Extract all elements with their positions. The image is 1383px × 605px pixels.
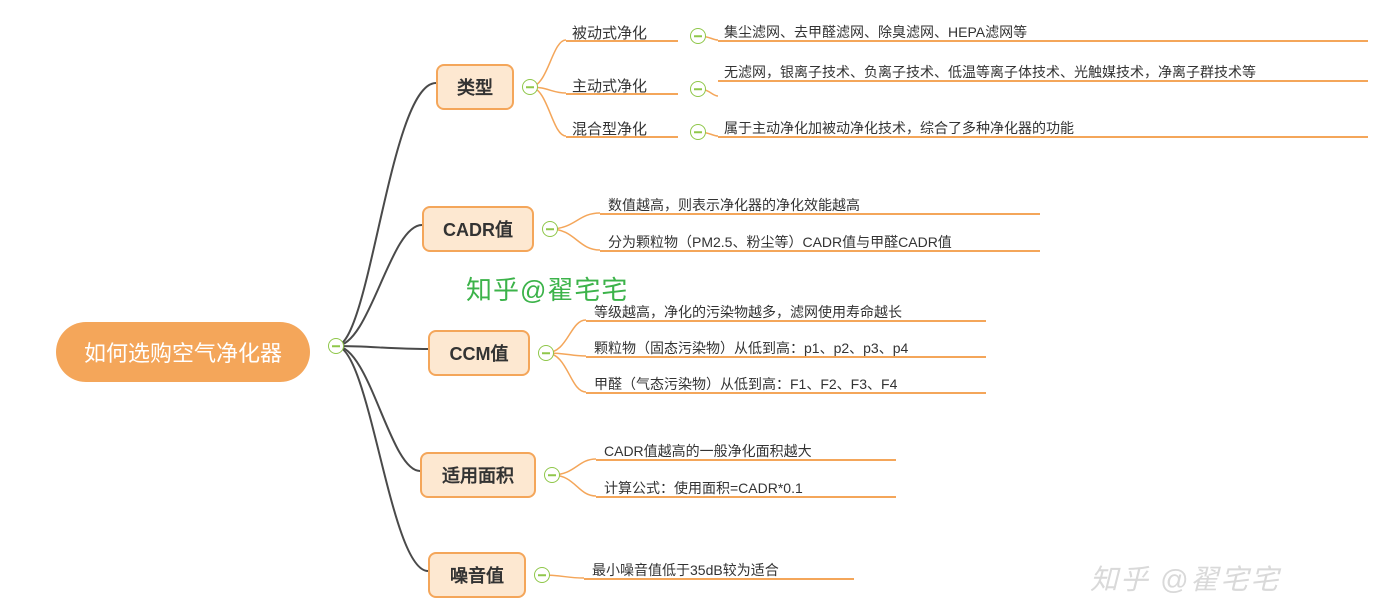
branch-cadr[interactable]: CADR值 [422,206,534,252]
underline [718,40,1368,42]
watermark-corner: 知乎 @翟宅宅 [1090,558,1280,598]
underline [566,40,678,42]
underline [566,93,678,95]
underline [566,136,678,138]
underline [718,136,1368,138]
root-node[interactable]: 如何选购空气净化器 [56,322,310,382]
toggle-passive[interactable] [690,28,706,44]
branch-area[interactable]: 适用面积 [420,452,536,498]
leaf-text: CADR值越高的一般净化面积越大 [604,441,812,461]
underline [596,459,896,461]
toggle-ccm[interactable] [538,345,554,361]
leaf-text: 颗粒物（固态污染物）从低到高：p1、p2、p3、p4 [594,338,908,358]
toggle-cadr[interactable] [542,221,558,237]
underline [596,496,896,498]
branch-ccm[interactable]: CCM值 [428,330,530,376]
underline [584,578,854,580]
leaf-text: 等级越高，净化的污染物越多，滤网使用寿命越长 [594,302,902,322]
underline [600,213,1040,215]
leaf-text: 计算公式：使用面积=CADR*0.1 [604,478,803,498]
toggle-active[interactable] [690,81,706,97]
leaf-text: 集尘滤网、去甲醛滤网、除臭滤网、HEPA滤网等 [724,22,1027,42]
toggle-area[interactable] [544,467,560,483]
underline [586,356,986,358]
leaf-text: 属于主动净化加被动净化技术，综合了多种净化器的功能 [724,118,1074,138]
branch-noise[interactable]: 噪音值 [428,552,526,598]
toggle-hybrid[interactable] [690,124,706,140]
toggle-type[interactable] [522,79,538,95]
underline [586,320,986,322]
leaf-text: 甲醛（气态污染物）从低到高：F1、F2、F3、F4 [594,374,897,394]
root-toggle[interactable] [328,338,344,354]
leaf-text: 最小噪音值低于35dB较为适合 [592,560,779,580]
watermark-center: 知乎@翟宅宅 [466,270,628,307]
underline [586,392,986,394]
toggle-noise[interactable] [534,567,550,583]
leaf-text: 分为颗粒物（PM2.5、粉尘等）CADR值与甲醛CADR值 [608,232,952,252]
leaf-text: 无滤网，银离子技术、负离子技术、低温等离子体技术、光触媒技术，净离子群技术等 [724,62,1256,82]
underline [600,250,1040,252]
leaf-text: 数值越高，则表示净化器的净化效能越高 [608,195,860,215]
underline [718,80,1368,82]
branch-type[interactable]: 类型 [436,64,514,110]
